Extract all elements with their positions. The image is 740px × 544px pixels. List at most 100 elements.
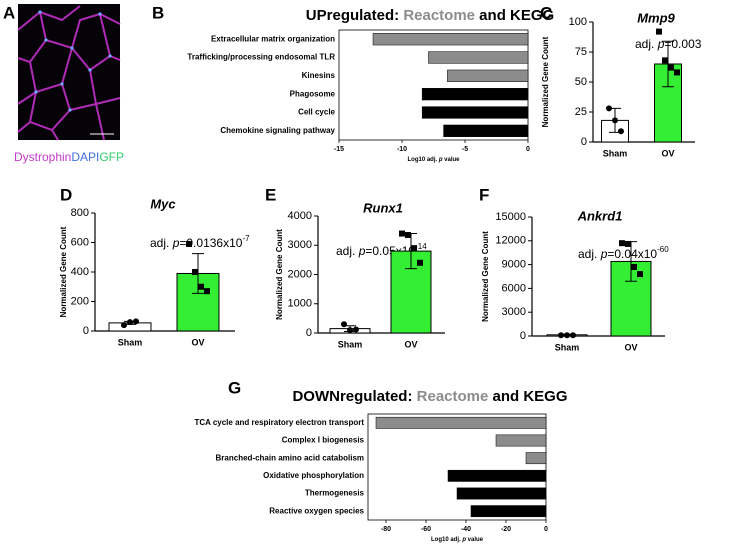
category-label: Thermogenesis bbox=[305, 489, 365, 498]
panel-letter: G bbox=[228, 378, 241, 397]
panel-letter: E bbox=[265, 185, 276, 204]
data-point bbox=[606, 105, 612, 112]
annotation-part: p bbox=[600, 247, 608, 261]
y-tick-label: 400 bbox=[71, 266, 89, 278]
data-point bbox=[353, 326, 359, 333]
x-axis-label: Log10 adj. p value bbox=[431, 537, 484, 543]
annotation-part: p bbox=[657, 37, 665, 51]
y-tick-label: 75 bbox=[575, 46, 587, 58]
x-tick-label: -40 bbox=[461, 526, 471, 533]
data-point bbox=[198, 283, 204, 290]
x-tick-label: -80 bbox=[381, 526, 391, 533]
chart-title: Mmp9 bbox=[637, 10, 675, 25]
y-tick-label: 100 bbox=[569, 16, 587, 28]
category-label: Cell cycle bbox=[298, 108, 335, 117]
x-axis-label: Log10 adj. p value bbox=[407, 157, 460, 163]
y-tick-label: 0 bbox=[306, 327, 312, 339]
y-tick-label: 4000 bbox=[288, 210, 312, 222]
panel: B UPregulated: Reactome and KEGG Extracell… bbox=[152, 3, 554, 162]
y-axis-label: Normalized Gene Count bbox=[541, 36, 550, 127]
data-point bbox=[405, 232, 411, 239]
micrograph bbox=[17, 4, 121, 141]
caption: DystrophinDAPIGFP bbox=[14, 150, 124, 164]
x-tick-label: -60 bbox=[421, 526, 431, 533]
y-tick-label: 12000 bbox=[495, 235, 526, 247]
annotation-sup: -7 bbox=[242, 234, 250, 243]
bar bbox=[470, 505, 547, 518]
bar bbox=[495, 434, 547, 447]
annotation-part: =0.04x10 bbox=[607, 247, 657, 261]
bar bbox=[456, 487, 547, 500]
data-point bbox=[121, 322, 127, 329]
category-label: TCA cycle and respiratory electron trans… bbox=[194, 418, 364, 427]
data-point bbox=[570, 332, 576, 339]
data-point bbox=[625, 240, 631, 247]
x-tick-label: 0 bbox=[526, 146, 530, 153]
bar bbox=[525, 452, 547, 465]
x-tick-label: OV bbox=[624, 342, 637, 352]
bar bbox=[447, 69, 529, 82]
panel-letter: C bbox=[540, 3, 552, 22]
data-point bbox=[564, 332, 570, 339]
annotation-part: adj. bbox=[578, 247, 601, 261]
annotation: adj. p=0.04x10-60 bbox=[578, 245, 669, 261]
y-tick-label: 1000 bbox=[288, 298, 312, 310]
chart-title: Myc bbox=[150, 196, 176, 211]
category-label: Oxidative phosphorylation bbox=[263, 471, 364, 480]
data-point bbox=[204, 288, 210, 295]
x-tick-label: Sham bbox=[118, 337, 143, 347]
annotation-part: p bbox=[172, 236, 180, 250]
y-tick-label: 2000 bbox=[288, 268, 312, 280]
data-point bbox=[347, 327, 353, 334]
annotation-part: adj. bbox=[635, 37, 658, 51]
bar bbox=[447, 469, 547, 482]
panel: F Ankrd1 adj. p=0.04x10-60 Normalized Gene … bbox=[479, 185, 669, 352]
data-point bbox=[192, 269, 198, 275]
y-tick-label: 600 bbox=[71, 236, 89, 248]
y-tick-label: 3000 bbox=[288, 239, 312, 251]
y-tick-label: 3000 bbox=[502, 306, 526, 318]
x-tick-label: OV bbox=[404, 339, 417, 349]
x-tick-label: -5 bbox=[462, 146, 468, 153]
data-point bbox=[186, 240, 192, 247]
data-point bbox=[399, 230, 405, 237]
y-tick-label: 0 bbox=[581, 136, 587, 148]
title-part: UPregulated: bbox=[306, 7, 404, 24]
panel: G DOWNregulated: Reactome and KEGG TCA cyc… bbox=[194, 378, 567, 542]
data-point bbox=[127, 319, 133, 326]
y-axis-label: Normalized Gene Count bbox=[275, 229, 284, 320]
plot-frame bbox=[367, 413, 547, 521]
category-label: Kinesins bbox=[302, 71, 336, 80]
x-label-part: Log10 adj. bbox=[407, 157, 438, 163]
x-label-part: value bbox=[443, 157, 461, 163]
data-point bbox=[411, 245, 417, 252]
x-tick-label: Sham bbox=[603, 148, 628, 158]
bar bbox=[372, 33, 529, 46]
annotation: adj. p=0.003 bbox=[635, 37, 702, 51]
caption-word: GFP bbox=[99, 150, 124, 164]
y-tick-label: 9000 bbox=[502, 259, 526, 271]
panel-letter: A bbox=[3, 3, 15, 22]
title-part: Reactome bbox=[403, 7, 475, 24]
y-tick-label: 15000 bbox=[495, 211, 526, 223]
annotation-part: =0.003 bbox=[664, 37, 701, 51]
chart-title: UPregulated: Reactome and KEGG bbox=[306, 7, 554, 24]
title-part: DOWNregulated: bbox=[292, 388, 416, 405]
data-point bbox=[619, 240, 625, 247]
chart-title: DOWNregulated: Reactome and KEGG bbox=[292, 388, 567, 405]
data-point bbox=[662, 57, 668, 64]
data-point bbox=[668, 64, 674, 71]
data-point bbox=[656, 28, 662, 35]
y-tick-label: 50 bbox=[575, 76, 587, 88]
x-tick-label: -10 bbox=[397, 146, 407, 153]
category-label: Trafficking/processing endosomal TLR bbox=[187, 53, 335, 62]
x-tick-label: -20 bbox=[501, 526, 511, 533]
bar bbox=[421, 106, 529, 119]
y-tick-label: 6000 bbox=[502, 282, 526, 294]
x-tick-label: 0 bbox=[544, 526, 548, 533]
category-label: Branched-chain amino acid catabolism bbox=[216, 453, 364, 462]
title-part: Reactome bbox=[417, 388, 489, 405]
annotation-sup: -60 bbox=[657, 245, 669, 254]
